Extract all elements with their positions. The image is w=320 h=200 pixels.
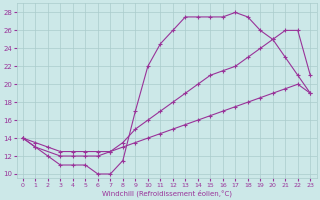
X-axis label: Windchill (Refroidissement éolien,°C): Windchill (Refroidissement éolien,°C) bbox=[101, 189, 232, 197]
